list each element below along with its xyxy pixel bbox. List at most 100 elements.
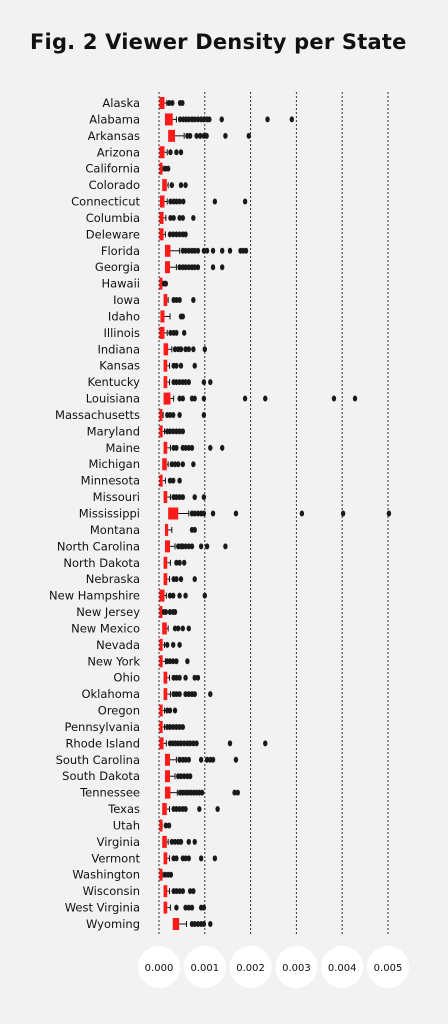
iqr-box (159, 146, 165, 159)
state-label: California (85, 162, 140, 176)
outlier-point (192, 674, 197, 681)
outlier-point (177, 395, 182, 402)
tick-circle-0.000 (138, 946, 180, 988)
outlier-point (192, 526, 197, 533)
chart-title: Fig. 2 Viewer Density per State (30, 30, 407, 54)
iqr-box (162, 622, 167, 635)
outlier-point (170, 100, 175, 106)
outlier-point (172, 707, 178, 714)
state-label: Tennessee (79, 786, 140, 800)
row-massachusetts: Massachusetts (55, 408, 207, 422)
iqr-box (162, 803, 167, 816)
outlier-point (189, 904, 195, 911)
outlier-point (183, 543, 188, 550)
state-label: Hawaii (101, 277, 140, 291)
tick-circle-0.005 (367, 946, 409, 988)
outlier-point (174, 362, 179, 369)
outlier-point (174, 559, 179, 566)
outlier-point (212, 855, 218, 862)
outlier-point (174, 855, 179, 862)
outlier-point (177, 116, 183, 123)
row-maryland: Maryland (87, 424, 186, 438)
state-label: Louisiana (86, 392, 140, 406)
state-label: Columbia (86, 211, 140, 225)
outlier-point (186, 756, 191, 763)
row-south-carolina: South Carolina (56, 753, 239, 767)
outlier-point (183, 231, 188, 238)
outlier-point (177, 231, 182, 238)
outlier-point (198, 132, 203, 139)
outlier-point (168, 198, 173, 205)
outlier-point (223, 543, 228, 550)
row-michigan: Michigan (88, 457, 196, 471)
state-label: Arizona (97, 145, 140, 159)
outlier-point (177, 379, 182, 386)
x-tick-label: 0.000 (145, 963, 174, 974)
row-columbia: Columbia (86, 211, 196, 225)
iqr-box (159, 277, 163, 290)
outlier-point (180, 723, 186, 730)
state-label: Colorado (89, 178, 140, 192)
outlier-point (178, 838, 184, 845)
outlier-point (177, 214, 182, 221)
row-virginia: Virginia (97, 835, 197, 849)
outlier-point (186, 625, 191, 632)
outlier-point (195, 674, 201, 681)
row-arizona: Arizona (97, 145, 184, 159)
outlier-point (178, 740, 184, 747)
row-minnesota: Minnesota (81, 474, 182, 488)
outlier-point (210, 510, 216, 517)
row-iowa: Iowa (113, 293, 196, 307)
state-label: Oregon (98, 704, 140, 718)
outlier-point (187, 888, 193, 895)
row-wyoming: Wyoming (86, 917, 213, 931)
outlier-point (242, 395, 248, 402)
outlier-point (174, 149, 179, 156)
iqr-box (159, 655, 163, 668)
state-label: Nebraska (86, 572, 140, 586)
x-tick-label: 0.005 (374, 963, 403, 974)
outlier-point (194, 740, 199, 747)
iqr-box (159, 589, 165, 602)
outlier-point (174, 444, 179, 451)
outlier-point (199, 789, 205, 796)
x-tick-label: 0.004 (328, 963, 357, 974)
outlier-point (183, 182, 188, 189)
state-label: North Carolina (57, 539, 140, 553)
outlier-point (174, 379, 179, 386)
state-label: Michigan (88, 457, 140, 471)
row-nevada: Nevada (96, 638, 182, 652)
iqr-box (159, 326, 165, 339)
outlier-point (172, 838, 178, 845)
outlier-point (177, 411, 182, 418)
outlier-point (168, 149, 173, 156)
outlier-point (201, 921, 207, 927)
outlier-point (183, 756, 188, 763)
outlier-point (177, 691, 182, 698)
iqr-box (159, 474, 163, 487)
row-oklahoma: Oklahoma (81, 687, 213, 701)
outlier-point (167, 723, 173, 730)
outlier-point (174, 691, 179, 698)
outlier-point (192, 576, 197, 583)
outlier-point (202, 346, 207, 353)
outlier-point (166, 822, 172, 829)
outlier-point (192, 510, 197, 517)
outlier-point (177, 559, 182, 566)
outlier-point (210, 756, 216, 763)
outlier-point (289, 116, 295, 123)
row-alabama: Alabama (89, 112, 295, 126)
outlier-point (191, 740, 196, 747)
state-label: Kentucky (87, 375, 140, 389)
outlier-point (167, 231, 173, 238)
state-label: Pennsylvania (64, 720, 140, 734)
state-label: Massachusetts (55, 408, 140, 422)
outlier-point (299, 510, 305, 517)
row-texas: Texas (107, 802, 220, 816)
outlier-point (201, 411, 207, 418)
state-label: South Carolina (56, 753, 140, 767)
outlier-point (183, 592, 188, 599)
row-vermont: Vermont (91, 851, 218, 865)
outlier-point (186, 691, 191, 698)
state-label: Wyoming (86, 917, 140, 931)
